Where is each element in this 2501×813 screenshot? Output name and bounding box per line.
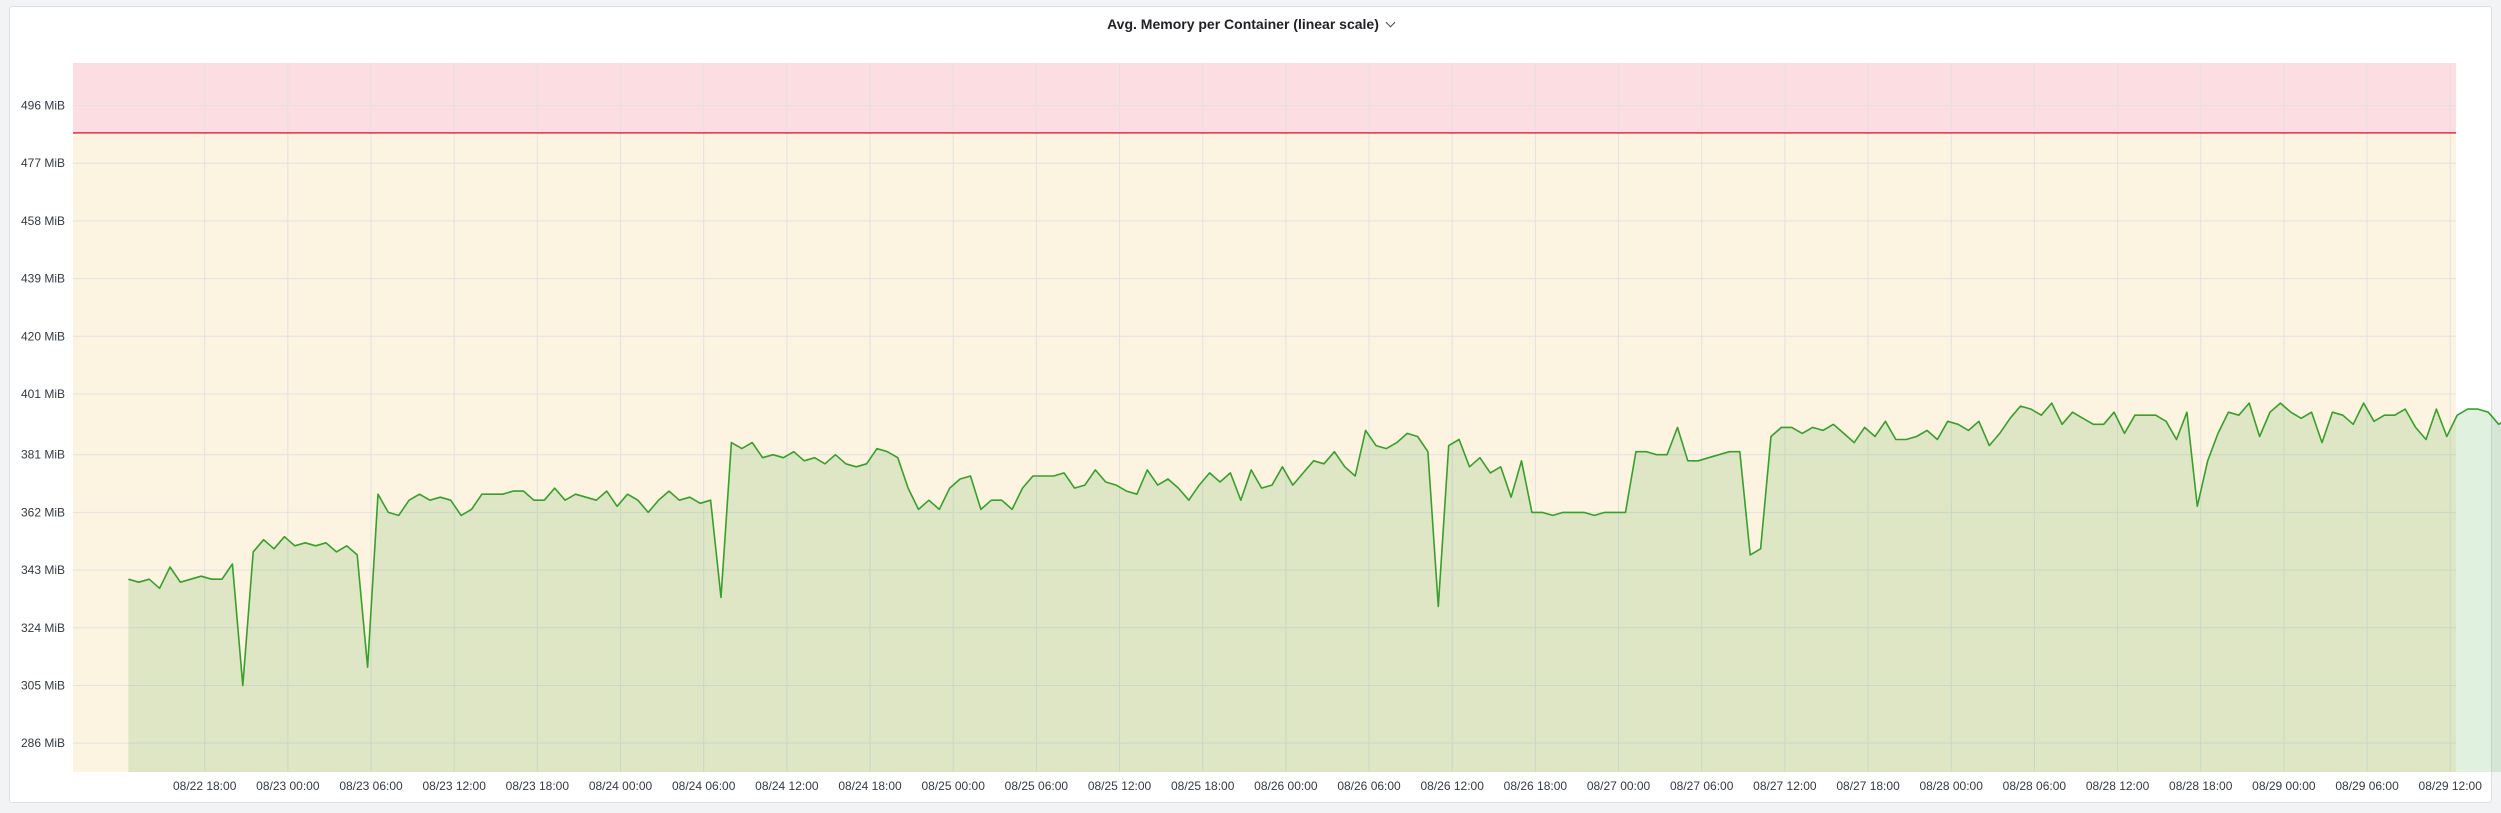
panel-title[interactable]: Avg. Memory per Container (linear scale) — [1107, 16, 1379, 32]
x-tick-label: 08/24 06:00 — [672, 779, 736, 793]
y-tick-label: 420 MiB — [21, 329, 65, 343]
series-area — [128, 403, 2501, 772]
y-tick-label: 362 MiB — [21, 505, 65, 519]
y-tick-label: 401 MiB — [21, 387, 65, 401]
x-tick-label: 08/27 12:00 — [1753, 779, 1817, 793]
x-tick-label: 08/23 12:00 — [422, 779, 486, 793]
x-tick-label: 08/28 18:00 — [2169, 779, 2233, 793]
x-tick-label: 08/23 06:00 — [339, 779, 403, 793]
x-tick-label: 08/25 12:00 — [1088, 779, 1152, 793]
x-tick-label: 08/26 06:00 — [1337, 779, 1401, 793]
x-tick-label: 08/24 12:00 — [755, 779, 819, 793]
x-tick-label: 08/24 18:00 — [838, 779, 902, 793]
x-tick-label: 08/23 18:00 — [506, 779, 570, 793]
threshold-warning-band — [73, 132, 2456, 772]
y-tick-label: 305 MiB — [21, 678, 65, 692]
x-tick-label: 08/24 00:00 — [589, 779, 653, 793]
y-tick-label: 343 MiB — [21, 563, 65, 577]
x-tick-label: 08/27 18:00 — [1836, 779, 1900, 793]
x-tick-label: 08/26 18:00 — [1504, 779, 1568, 793]
y-tick-label: 477 MiB — [21, 156, 65, 170]
x-tick-label: 08/27 00:00 — [1587, 779, 1651, 793]
y-tick-label: 496 MiB — [21, 99, 65, 113]
x-tick-label: 08/25 06:00 — [1005, 779, 1069, 793]
x-tick-label: 08/23 00:00 — [256, 779, 320, 793]
x-tick-label: 08/22 18:00 — [173, 779, 237, 793]
x-tick-label: 08/25 18:00 — [1171, 779, 1235, 793]
y-tick-label: 381 MiB — [21, 448, 65, 462]
x-tick-label: 08/28 06:00 — [2003, 779, 2067, 793]
y-tick-label: 439 MiB — [21, 272, 65, 286]
x-tick-label: 08/25 00:00 — [921, 779, 985, 793]
series-line — [128, 402, 2501, 687]
x-tick-label: 08/27 06:00 — [1670, 779, 1734, 793]
x-tick-label: 08/28 12:00 — [2086, 779, 2150, 793]
x-tick-label: 08/26 00:00 — [1254, 779, 1318, 793]
y-tick-label: 286 MiB — [21, 736, 65, 750]
x-tick-label: 08/26 12:00 — [1421, 779, 1485, 793]
x-tick-label: 08/29 12:00 — [2419, 779, 2483, 793]
x-tick-label: 08/29 06:00 — [2335, 779, 2399, 793]
y-tick-label: 458 MiB — [21, 214, 65, 228]
x-tick-label: 08/28 00:00 — [1920, 779, 1984, 793]
threshold-critical-band — [73, 63, 2456, 133]
y-tick-label: 324 MiB — [21, 621, 65, 635]
x-tick-label: 08/29 00:00 — [2252, 779, 2316, 793]
panel-header[interactable]: Avg. Memory per Container (linear scale) — [10, 7, 2491, 41]
